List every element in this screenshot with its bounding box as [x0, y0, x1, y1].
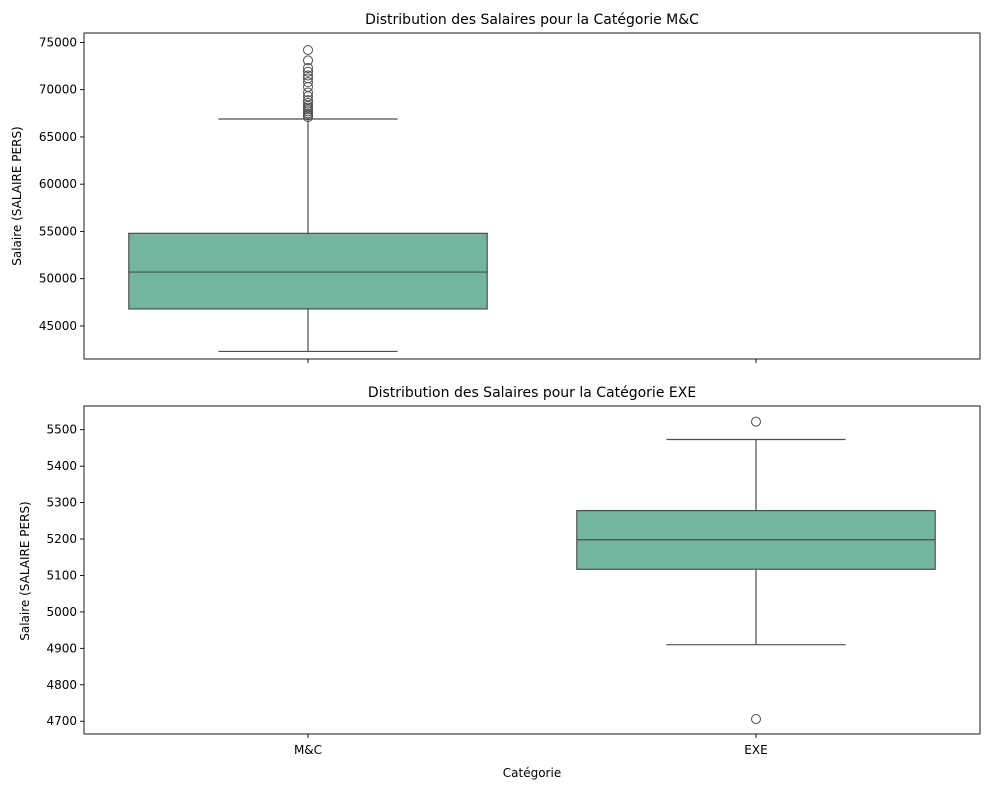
y-tick-label: 5500: [46, 423, 77, 437]
y-tick-label: 5400: [46, 459, 77, 473]
y-tick-label: 65000: [39, 130, 77, 144]
outlier-point: [303, 55, 313, 66]
y-tick-label: 5100: [46, 568, 77, 582]
y-tick-label: 55000: [39, 224, 77, 238]
outlier-point: [303, 77, 313, 88]
panel-top-plot: 45000 50000 55000 60000 65000 70000 75000: [39, 32, 981, 363]
outlier-point: [751, 714, 761, 725]
outlier-point: [303, 45, 313, 56]
plot-frame: [83, 405, 981, 735]
y-tick-label: 45000: [39, 319, 77, 333]
y-tick-label: 4800: [46, 678, 77, 692]
y-tick-label: 5300: [46, 496, 77, 510]
panel-bottom-title: Distribution des Salaires pour la Catégo…: [368, 385, 696, 401]
outlier-point: [303, 87, 313, 98]
y-tick-label: 75000: [39, 35, 77, 49]
y-tick-label: 50000: [39, 272, 77, 286]
y-tick-label: 4900: [46, 641, 77, 655]
y-tick-label: 5000: [46, 605, 77, 619]
outlier-point: [303, 97, 313, 108]
panel-top: Distribution des Salaires pour la Catégo…: [10, 12, 981, 363]
y-tick-label: 4700: [46, 714, 77, 728]
panel-bottom-xlabel: Catégorie: [503, 766, 561, 780]
outlier-point: [303, 62, 313, 73]
panel-top-title: Distribution des Salaires pour la Catégo…: [365, 12, 699, 28]
outlier-point: [303, 70, 313, 81]
x-tick-label: M&C: [294, 743, 322, 757]
x-tick-label: EXE: [744, 743, 767, 757]
y-tick-label: 60000: [39, 177, 77, 191]
y-tick-label: 5200: [46, 532, 77, 546]
plot-frame: [83, 32, 981, 360]
panel-top-ylabel: Salaire (SALAIRE PERS): [10, 126, 24, 266]
outlier-point: [303, 73, 313, 84]
outlier-point: [751, 416, 761, 427]
panel-bottom: Distribution des Salaires pour la Catégo…: [18, 385, 981, 780]
outlier-point: [303, 66, 313, 77]
y-tick-label: 70000: [39, 83, 77, 97]
outlier-point: [303, 95, 313, 106]
box-iqr: [128, 232, 488, 310]
panel-bottom-plot: 4700 4800 4900 5000 5100 5200 5300 5400 5500 M&C E…: [46, 405, 981, 757]
panel-bottom-ylabel: Salaire (SALAIRE PERS): [18, 501, 32, 641]
